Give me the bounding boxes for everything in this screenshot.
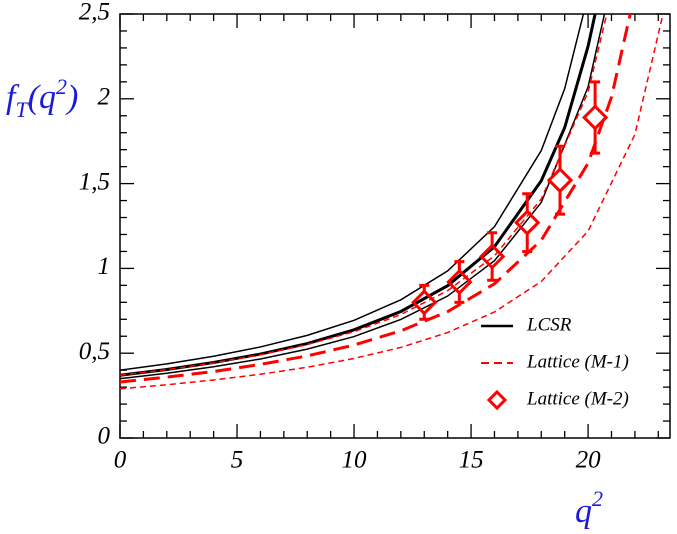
- y-label-sup: 2: [56, 74, 67, 99]
- curve: [120, 14, 664, 390]
- error-bar: [555, 144, 565, 216]
- diamond-marker: [411, 289, 438, 316]
- diamond-marker: [546, 167, 574, 194]
- x-tick-label: 20: [576, 447, 602, 474]
- y-tick-label: 1: [98, 253, 111, 280]
- x-label-part: q: [575, 493, 592, 530]
- plot-frame: [119, 13, 671, 439]
- y-axis-label: fT(q2): [6, 74, 78, 122]
- legend-label: Lattice (M-2): [526, 388, 629, 409]
- y-label-part: ): [65, 79, 78, 116]
- legend-label: Lattice (M-1): [526, 351, 629, 372]
- y-label-sub: T: [15, 97, 29, 122]
- plot-area: [120, 14, 664, 390]
- error-bar: [590, 80, 601, 155]
- y-tick-label: 2,5: [79, 0, 110, 26]
- y-tick-label: 0,5: [79, 338, 110, 365]
- x-tick-label: 15: [459, 447, 484, 474]
- y-tick-label: 2: [98, 84, 111, 111]
- diamond-marker: [479, 243, 506, 270]
- diamond-marker: [581, 104, 609, 131]
- legend-label: LCSR: [526, 314, 572, 335]
- curve: [120, 14, 585, 371]
- diamond-marker: [514, 209, 541, 236]
- error-bar: [522, 192, 533, 253]
- y-tick-label: 0: [98, 423, 111, 450]
- diamond-marker: [446, 268, 473, 296]
- error-bar: [454, 260, 465, 304]
- x-axis-label: q2: [575, 486, 603, 530]
- y-tick-label: 1,5: [79, 168, 110, 195]
- error-bar: [487, 231, 498, 282]
- x-tick-label: 0: [114, 447, 127, 474]
- y-label-part: (q: [28, 79, 56, 116]
- curve: [120, 14, 606, 380]
- x-tick-label: 10: [342, 447, 368, 474]
- legend-swatch: [486, 389, 508, 411]
- x-label-sup: 2: [592, 486, 603, 511]
- x-tick-label: 5: [231, 447, 244, 474]
- error-bar: [419, 283, 430, 321]
